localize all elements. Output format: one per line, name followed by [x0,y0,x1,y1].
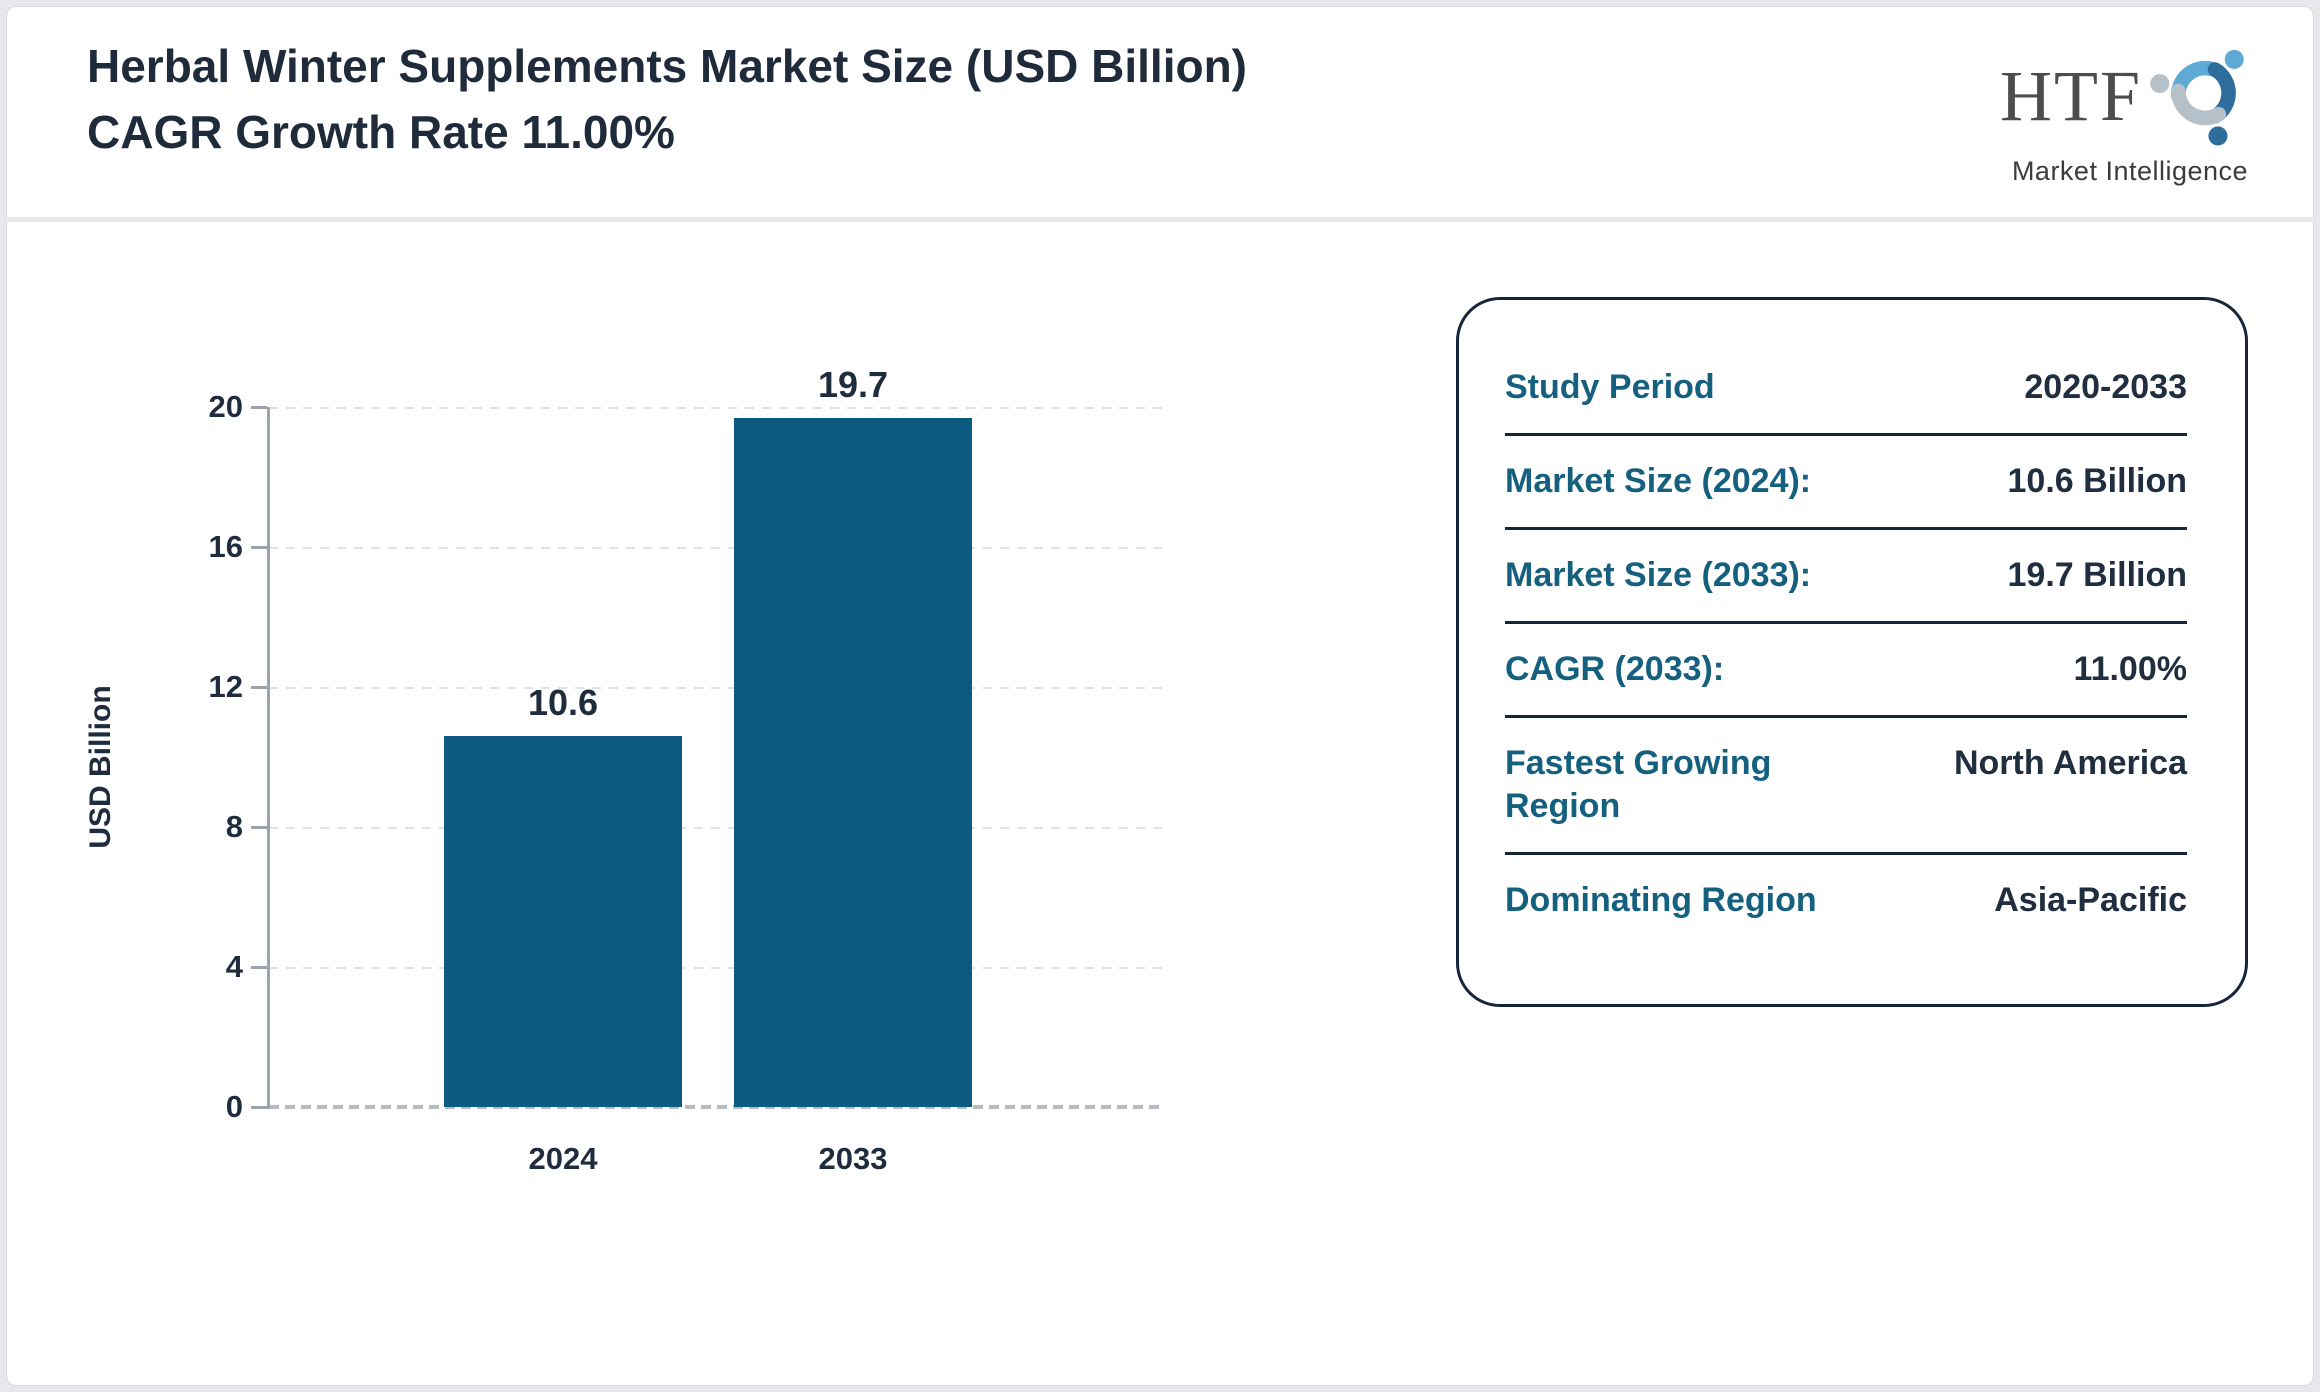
tick-mark [251,966,267,969]
summary-row-fastest-growing-region: Fastest Growing Region North America [1505,715,2187,852]
tick-mark [251,1106,267,1109]
y-axis-title: USD Billion [84,685,117,849]
gridline-16 [269,547,1162,549]
summary-row-market-size-2033: Market Size (2033): 19.7 Billion [1505,527,2187,621]
summary-row-dominating-region: Dominating Region Asia-Pacific [1505,852,2187,946]
bar-value-2033: 19.7 [817,363,889,405]
x-axis-line [269,1105,1162,1109]
gridline-8 [269,827,1162,829]
y-tick-label: 0 [225,1089,243,1124]
brand-logo: HTF [1995,37,2265,187]
y-tick-label: 20 [208,389,243,424]
row-label: Market Size (2033): [1505,556,1812,594]
header-divider [6,217,2314,222]
bar-chart: 20 16 12 8 4 0 USD Billion 10.6 19.7 202… [7,222,1307,1302]
tick-mark [251,546,267,549]
gridline-4 [269,967,1162,969]
row-label: Dominating Region [1505,881,1817,919]
main-panel: Herbal Winter Supplements Market Size (U… [6,6,2314,1386]
row-label: CAGR (2033): [1505,650,1725,688]
summary-row-cagr: CAGR (2033): 11.00% [1505,621,2187,715]
plot-area: 20 16 12 8 4 0 USD Billion 10.6 19.7 202… [84,364,1162,1176]
row-value: 2020-2033 [2024,368,2187,406]
row-label: Market Size (2024): [1505,462,1812,500]
row-value: 19.7 Billion [2007,556,2188,594]
summary-card: Study Period 2020-2033 Market Size (2024… [1456,297,2248,1007]
brand-logo-subtext: Market Intelligence [2011,156,2249,186]
tick-mark [251,686,267,689]
brand-logo-row: HTF [1995,37,2265,154]
row-value: 11.00% [2073,650,2187,688]
gridline-12 [269,687,1162,689]
y-axis-line [267,407,270,1109]
summary-row-study-period: Study Period 2020-2033 [1505,342,2187,433]
bar-value-2024: 10.6 [527,682,599,723]
y-tick-label: 4 [225,949,243,984]
x-tick-label-2033: 2033 [818,1141,888,1176]
row-value: 10.6 Billion [2007,462,2188,500]
people-swirl-icon [2148,37,2260,154]
bar-2024 [444,736,682,1107]
tick-mark [251,406,267,409]
y-tick-label: 8 [225,809,243,844]
summary-row-market-size-2024: Market Size (2024): 10.6 Billion [1505,433,2187,527]
row-label: Fastest Growing Region [1505,744,1772,825]
y-tick-label: 12 [208,669,243,704]
tick-mark [251,826,267,829]
row-value: North America [1953,744,2187,782]
brand-logo-text: HTF [1999,55,2143,136]
bar-2033 [734,417,972,1107]
y-tick-label: 16 [208,529,243,564]
x-tick-label-2024: 2024 [528,1141,598,1176]
page-title: Herbal Winter Supplements Market Size (U… [87,40,1247,158]
gridline-20 [269,407,1162,409]
row-value: Asia-Pacific [1994,881,2187,919]
row-label: Study Period [1505,368,1715,406]
header: Herbal Winter Supplements Market Size (U… [6,7,2314,222]
